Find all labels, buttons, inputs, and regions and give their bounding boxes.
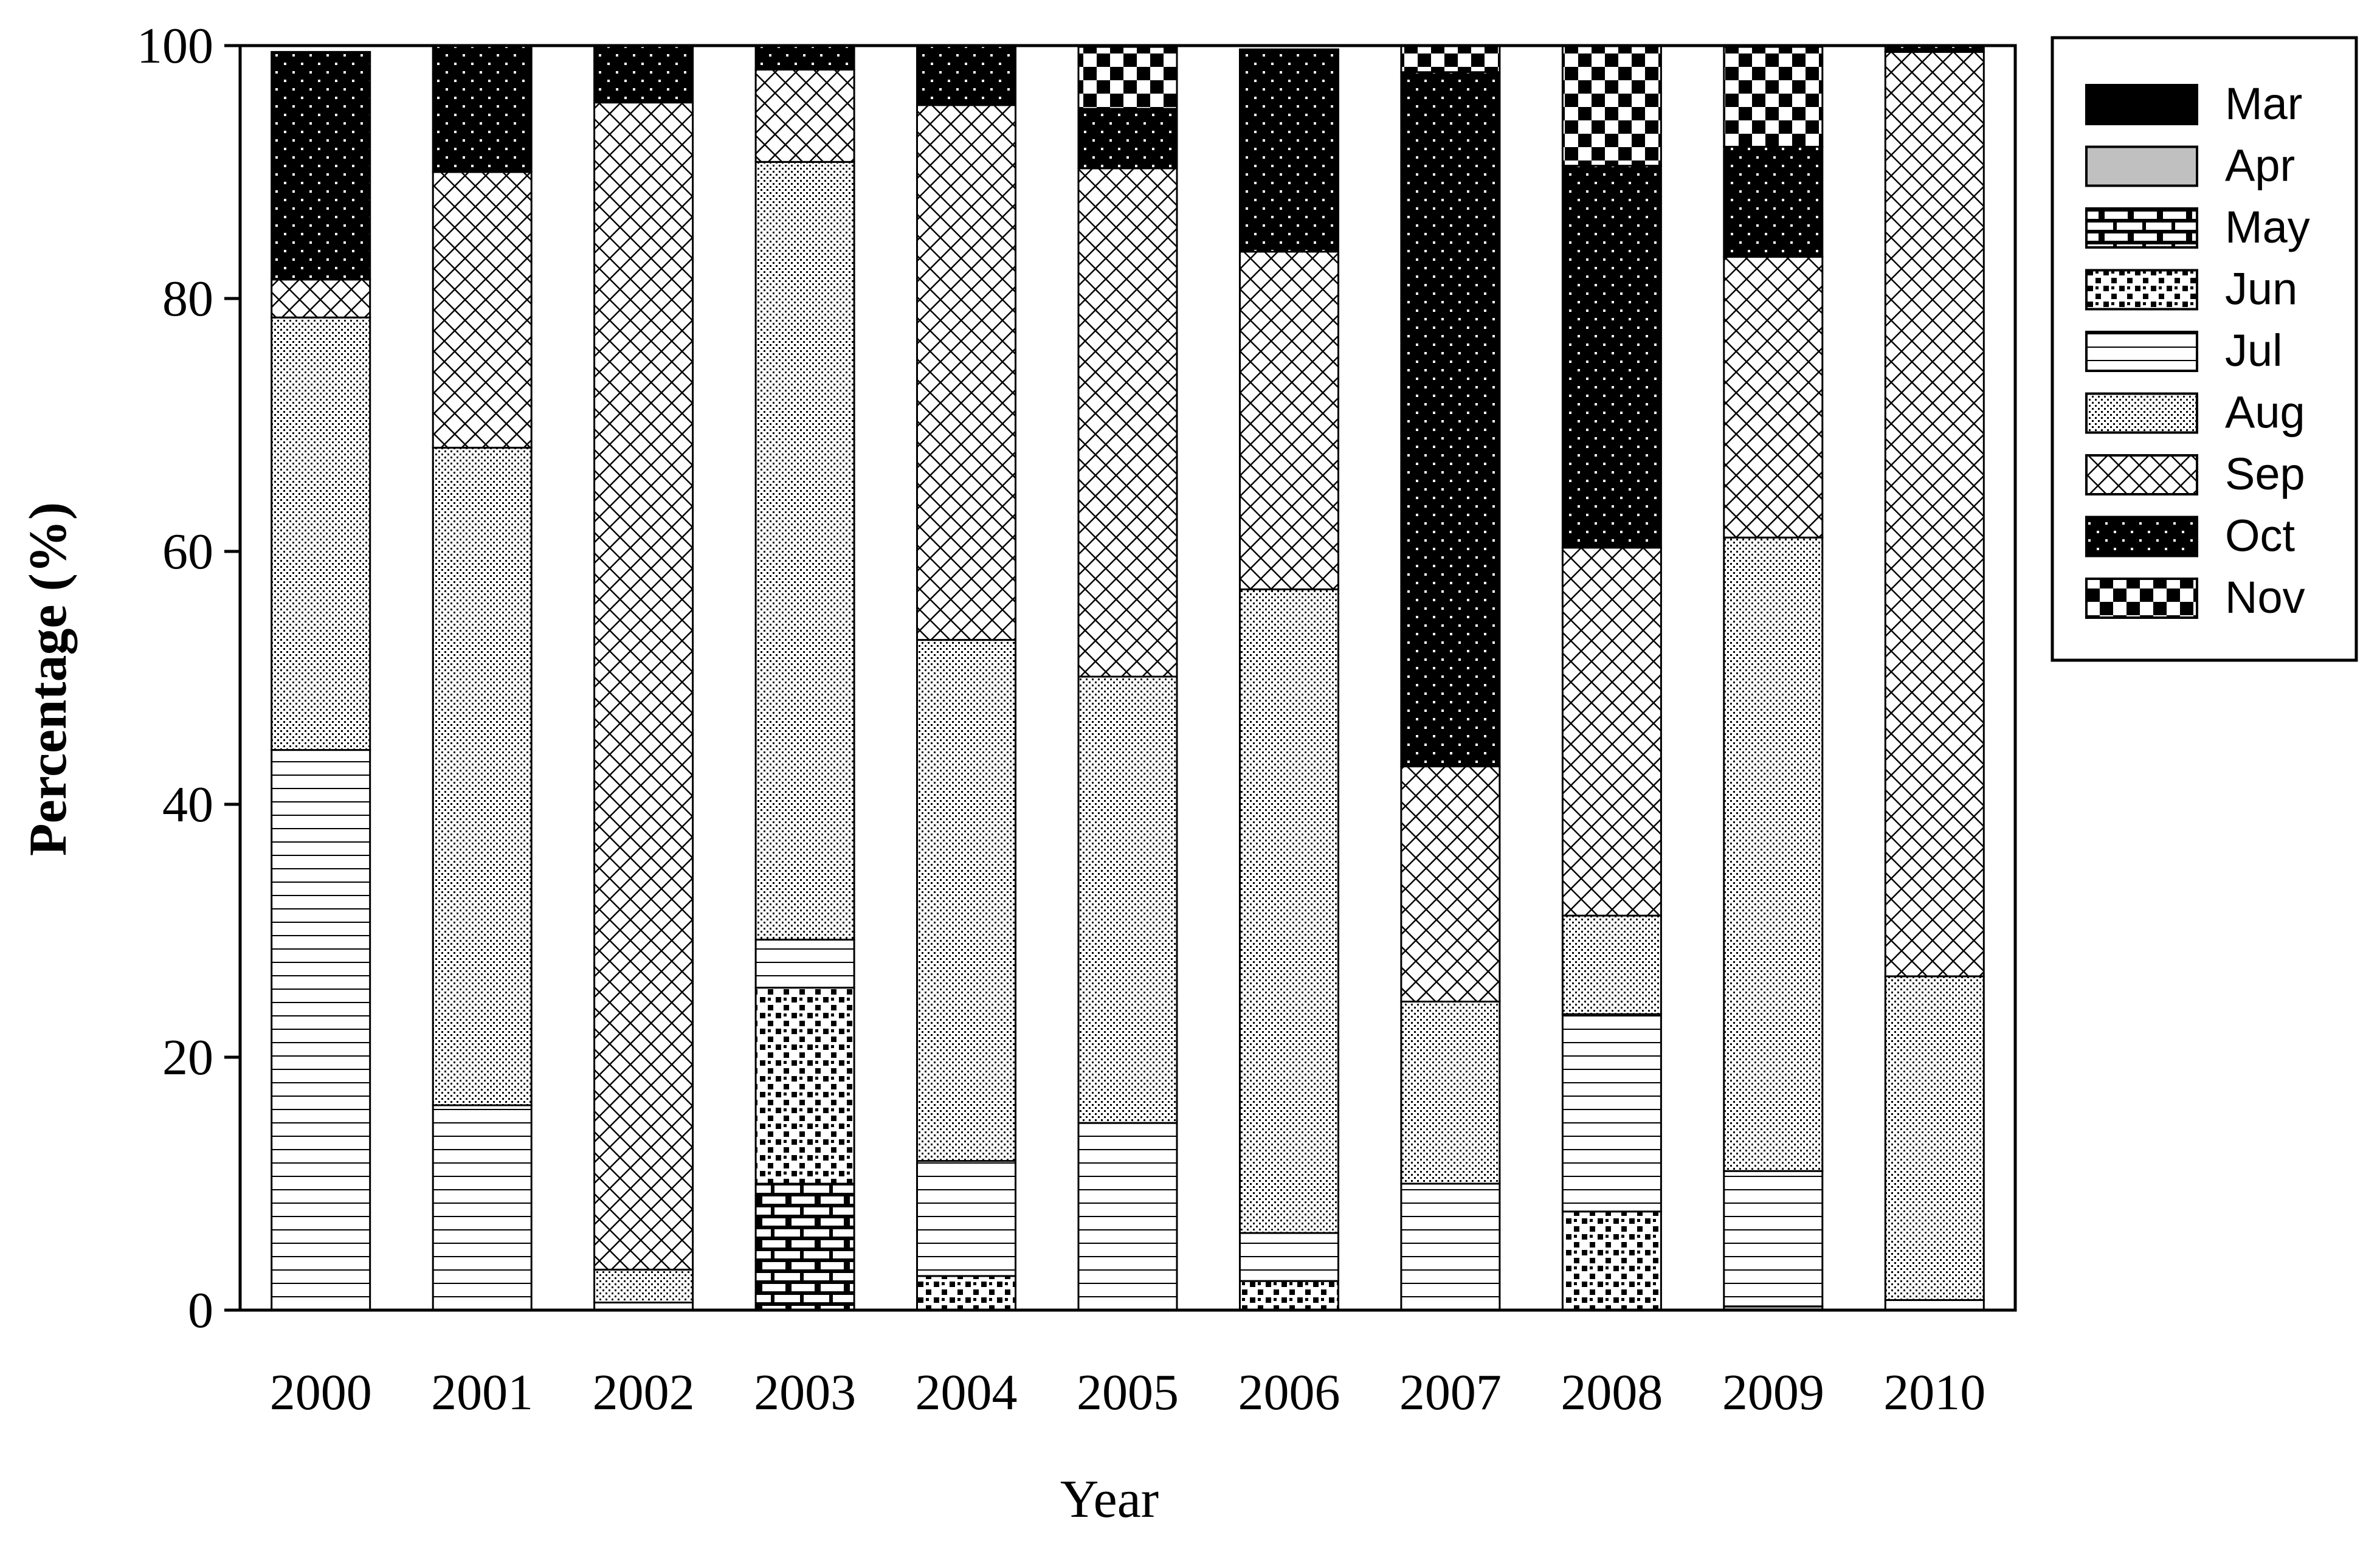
bar-segment-aug-2005 [1077, 675, 1178, 1124]
x-tick-label: 2005 [1077, 1364, 1179, 1421]
bar-segment-oct-2008 [1561, 165, 1662, 549]
bar-segment-oct-2009 [1723, 145, 1824, 258]
x-axis-title: Year [1060, 1470, 1159, 1529]
plot-area-frame [238, 44, 2017, 1312]
x-tick-label: 2010 [1883, 1364, 1985, 1421]
bar-segment-jul-2004 [916, 1160, 1016, 1277]
bar-segment-jul-2008 [1561, 1013, 1662, 1213]
bar-segment-oct-2003 [754, 44, 855, 71]
bar-segment-aug-2009 [1723, 536, 1824, 1172]
bar-segment-sep-2008 [1561, 547, 1662, 917]
x-tick-label: 2004 [916, 1364, 1018, 1421]
bar-segment-oct-2005 [1077, 108, 1178, 170]
bar-segment-sep-2002 [593, 102, 694, 1271]
legend-swatch-jun [2085, 269, 2198, 311]
bar-segment-jul-2007 [1400, 1182, 1501, 1311]
bar-segment-aug-2004 [916, 639, 1016, 1162]
bar-segment-aug-2007 [1400, 1001, 1501, 1185]
bar-segment-oct-2004 [916, 44, 1016, 106]
bar-segment-oct-2007 [1400, 71, 1501, 768]
legend: Mar Apr May Jun Jul Aug Sep Oct Nov [2051, 36, 2358, 662]
legend-label-oct: Oct [2225, 511, 2295, 561]
bar-segment-oct-2006 [1239, 48, 1339, 253]
bar-segment-aug-2002 [593, 1268, 694, 1303]
legend-label-jun: Jun [2225, 264, 2297, 314]
x-axis: 2000 2001 2002 2003 2004 2005 2006 2007 2008 2009… [270, 1364, 1986, 1421]
bar-segment-jun-2004 [916, 1275, 1016, 1311]
legend-label-sep: Sep [2225, 449, 2305, 499]
legend-label-nov: Nov [2225, 572, 2305, 623]
bar-segment-sep-2000 [271, 278, 371, 319]
bar-segment-sep-2001 [432, 171, 533, 449]
x-tick-label: 2007 [1399, 1364, 1502, 1421]
bar-segment-aug-2000 [271, 316, 371, 751]
bar-segment-oct-2002 [593, 44, 694, 104]
legend-label-apr: Apr [2225, 140, 2295, 191]
y-axis-title: Percentage (%) [19, 502, 78, 856]
legend-label-mar: Mar [2225, 78, 2302, 129]
bar-segment-jun-2008 [1561, 1210, 1662, 1311]
bar-segment-aug-2006 [1239, 588, 1339, 1234]
bar-segment-sep-2007 [1400, 765, 1501, 1002]
bar-segment-nov-2008 [1561, 44, 1662, 167]
y-tick-label: 100 [137, 18, 213, 74]
bar-segment-aug-2003 [754, 160, 855, 941]
x-tick-label: 2003 [754, 1364, 856, 1421]
bar-segment-nov-2007 [1400, 44, 1501, 74]
legend-swatch-nov [2085, 578, 2198, 619]
bar-segment-aug-2008 [1561, 914, 1662, 1015]
bar-segment-sep-2003 [754, 69, 855, 163]
bar-segment-jul-2006 [1239, 1232, 1339, 1282]
bar-segment-sep-2005 [1077, 167, 1178, 678]
legend-swatch-sep [2085, 454, 2198, 495]
legend-swatch-aug [2085, 392, 2198, 434]
y-tick-label: 20 [162, 1029, 213, 1086]
x-tick-label: 2006 [1238, 1364, 1340, 1421]
bar-area [271, 44, 1985, 1311]
bar-segment-oct-2001 [432, 44, 533, 173]
bar-segment-jul-2005 [1077, 1122, 1178, 1311]
bar-segment-jul-2009 [1723, 1170, 1824, 1308]
bar-segment-sep-2009 [1723, 255, 1824, 539]
bar-segment-jul-2000 [271, 749, 371, 1311]
bar-segment-sep-2004 [916, 104, 1016, 641]
legend-swatch-may [2085, 207, 2198, 249]
legend-swatch-oct [2085, 516, 2198, 557]
bar-segment-aug-2010 [1884, 975, 1985, 1301]
legend-swatch-mar [2085, 84, 2198, 125]
bar-segment-nov-2005 [1077, 46, 1178, 110]
y-tick-label: 60 [162, 523, 213, 580]
y-axis: 0 20 40 60 80 100 [137, 18, 240, 1339]
y-tick-label: 80 [162, 271, 213, 327]
bar-segment-aug-2001 [432, 446, 533, 1106]
bar-segment-sep-2006 [1239, 250, 1339, 590]
bar-segment-jul-2003 [754, 939, 855, 989]
y-tick-label: 40 [162, 776, 213, 833]
bar-segment-oct-2000 [271, 50, 371, 281]
bar-segment-jul-2001 [432, 1104, 533, 1311]
legend-label-jul: Jul [2225, 325, 2283, 376]
y-tick-label: 0 [188, 1282, 213, 1339]
bar-segment-sep-2010 [1884, 50, 1985, 978]
legend-swatch-jul [2085, 331, 2198, 372]
x-tick-label: 2009 [1722, 1364, 1824, 1421]
x-tick-label: 2002 [593, 1364, 695, 1421]
legend-label-aug: Aug [2225, 387, 2305, 438]
x-tick-label: 2008 [1561, 1364, 1663, 1421]
bar-segment-nov-2009 [1723, 46, 1824, 148]
legend-label-may: May [2225, 202, 2310, 252]
bar-segment-jun-2003 [754, 987, 855, 1185]
x-tick-label: 2001 [431, 1364, 533, 1421]
bar-segment-may-2003 [754, 1182, 855, 1311]
x-tick-label: 2000 [270, 1364, 372, 1421]
bar-segment-jun-2006 [1239, 1280, 1339, 1311]
legend-swatch-apr [2085, 145, 2198, 187]
